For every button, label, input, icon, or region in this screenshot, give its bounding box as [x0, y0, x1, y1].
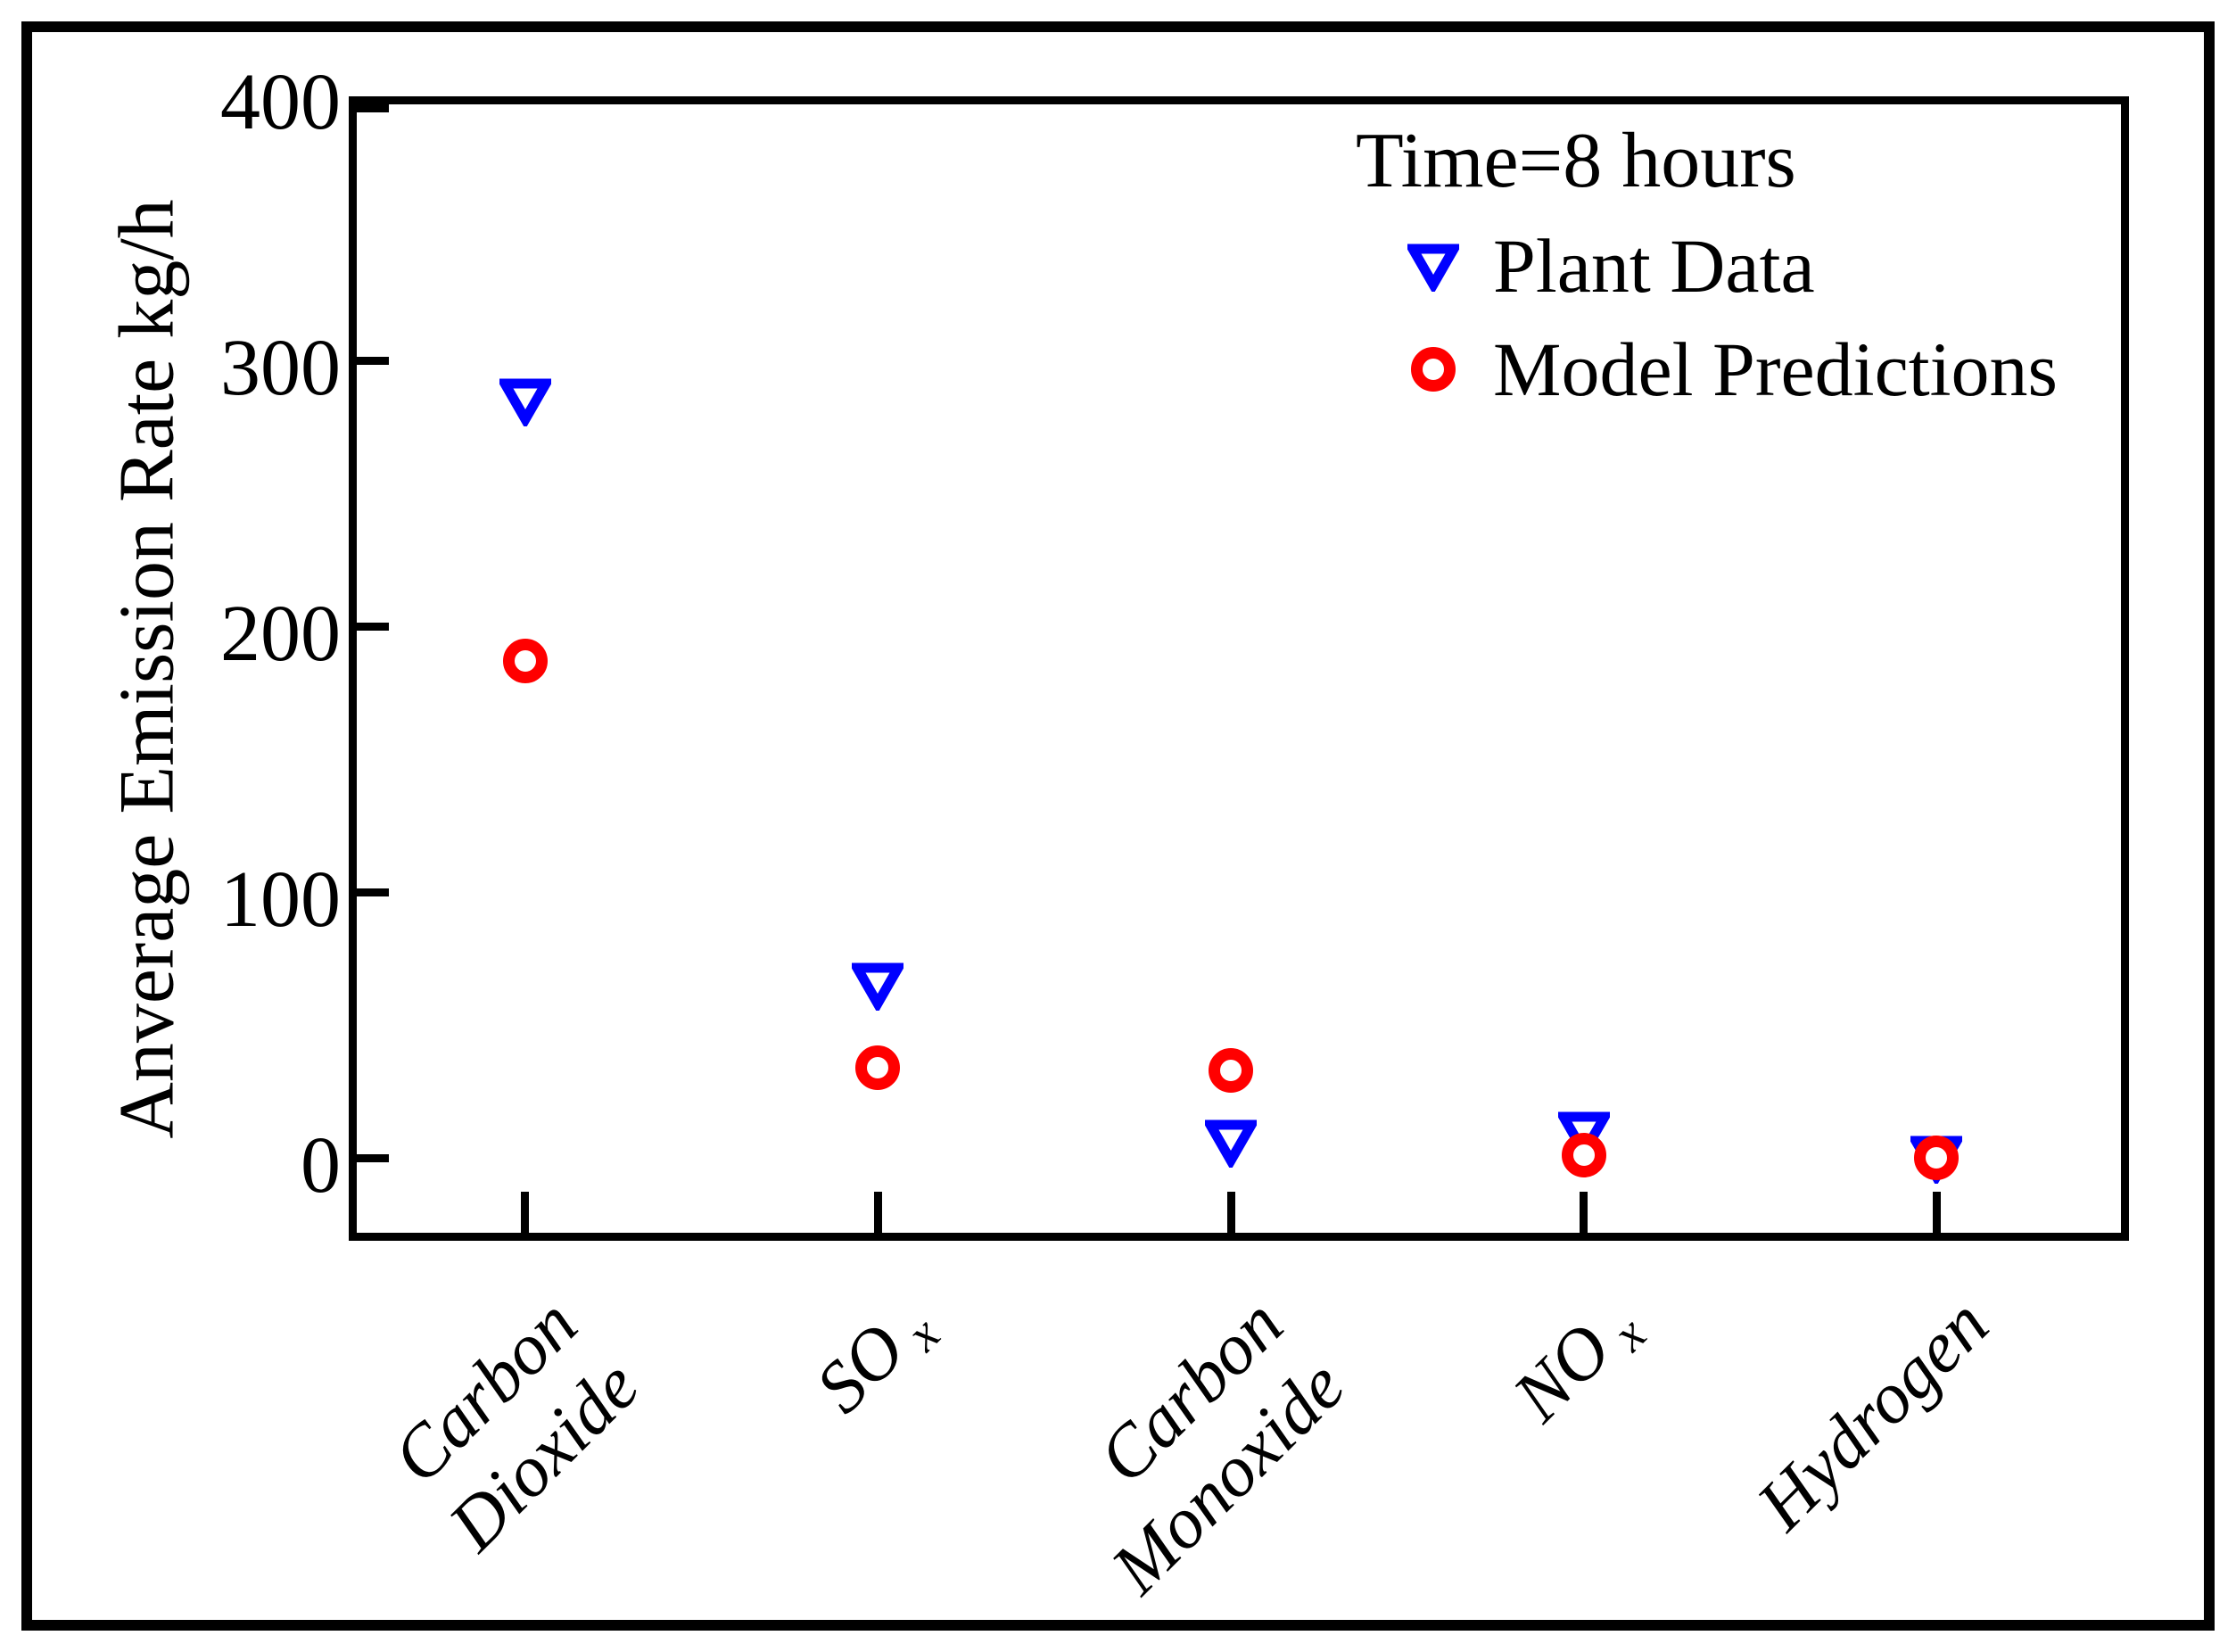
x-axis-tick	[873, 1192, 882, 1233]
y-axis-tick	[357, 1153, 389, 1162]
y-axis-tick	[357, 888, 389, 896]
plot-area	[349, 96, 2129, 1241]
data-point-triangle-down-carbon-dioxide	[496, 375, 555, 429]
circle-marker-icon	[1407, 343, 1459, 395]
y-axis-tick-label: 400	[220, 58, 341, 146]
y-axis-tick	[357, 622, 389, 631]
x-axis-tick	[1932, 1192, 1941, 1233]
y-axis-tick-label: 300	[220, 324, 341, 412]
legend-item-plant-data: Plant Data	[1404, 220, 2185, 311]
legend-label-model-predictions: Model Predictions	[1493, 326, 2058, 412]
y-axis-tick-label: 200	[220, 590, 341, 678]
x-category-label: SOx	[800, 1306, 952, 1428]
data-point-triangle-down-sox	[848, 959, 907, 1014]
x-category-label: NOx	[1497, 1306, 1657, 1437]
legend-title: Time=8 hours	[1356, 118, 1796, 204]
x-axis-tick	[1580, 1192, 1588, 1233]
x-axis-tick	[1226, 1192, 1235, 1233]
triangle-down-marker-icon	[1404, 240, 1463, 295]
legend: Time=8 hours Plant Data Model Prediction…	[1329, 114, 2185, 415]
y-axis-tick-label: 100	[220, 855, 341, 944]
x-axis-tick	[521, 1192, 530, 1233]
y-axis-tick-label: 0	[301, 1121, 341, 1210]
x-category-label: Carbon Monoxide	[1082, 1283, 1361, 1609]
y-axis-tick-labels: 0 100 200 300 400	[0, 58, 341, 1233]
data-point-circle-carbon-dioxide	[499, 635, 551, 687]
x-category-label: Carbon Dioxide	[376, 1283, 655, 1566]
x-category-label: Hydrogen	[1741, 1283, 2004, 1546]
data-point-circle-carbon-monoxide	[1205, 1045, 1257, 1096]
legend-item-model-predictions: Model Predictions	[1407, 324, 2185, 415]
legend-label-plant-data: Plant Data	[1493, 223, 1815, 309]
data-point-circle-sox	[852, 1042, 903, 1094]
data-point-triangle-down-carbon-monoxide	[1201, 1116, 1260, 1171]
y-axis-tick	[357, 356, 389, 365]
data-point-circle-nox	[1558, 1129, 1610, 1181]
figure-border	[21, 21, 2215, 1631]
y-axis-tick	[357, 104, 389, 112]
data-point-circle-hydrogen	[1910, 1132, 1962, 1184]
